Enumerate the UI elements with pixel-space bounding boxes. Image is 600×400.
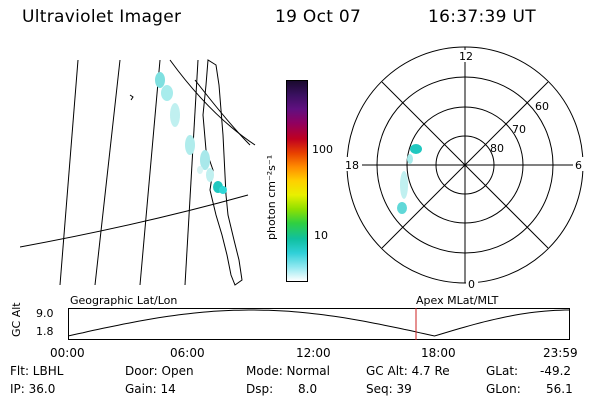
mlt-label-6: 6 (575, 159, 582, 172)
dsp-value: 8.0 (298, 382, 318, 396)
parallel-line (169, 59, 256, 146)
glon-value: 56.1 (546, 382, 573, 396)
xtick-2359: 23:59 (543, 346, 578, 360)
xtick-1200: 12:00 (296, 346, 331, 360)
instrument-title: Ultraviolet Imager (22, 7, 182, 27)
colorbar-tick-10: 10 (314, 229, 328, 242)
timeline-ymax: 9.0 (36, 307, 54, 320)
gc-alt-status: GC Alt: 4.7 Re (366, 364, 450, 378)
seq-status: Seq: 39 (366, 382, 412, 396)
lat-label-80: 80 (490, 142, 504, 155)
glon-label: GLon: (486, 382, 521, 396)
meridian-line (94, 59, 121, 286)
xtick-1800: 18:00 (421, 346, 456, 360)
meridian-line (139, 59, 161, 286)
colorbar (286, 80, 308, 282)
mode-status: Mode: Normal (246, 364, 330, 378)
timeline-left-title: Geographic Lat/Lon (70, 294, 178, 307)
colorbar-tick-100: 100 (312, 143, 333, 156)
lat-label-60: 60 (535, 100, 549, 113)
geographic-map (20, 59, 256, 286)
dsp-label: Dsp: (246, 382, 274, 396)
glat-value: -49.2 (540, 364, 572, 378)
lat-label-70: 70 (512, 123, 526, 136)
timeline-frame (68, 308, 570, 340)
timeline-right-title: Apex MLat/MLT (416, 294, 499, 307)
meridian-line (59, 59, 79, 286)
mlt-label-18: 18 (345, 159, 359, 172)
xtick-0000: 00:00 (50, 346, 85, 360)
date-label: 19 Oct 07 (275, 7, 362, 27)
island-outline (129, 94, 134, 101)
mlt-label-12: 12 (459, 50, 473, 63)
timeline-ymin: 1.8 (36, 325, 54, 338)
timeline-ylabel: GC Alt (10, 302, 23, 337)
altitude-curve (68, 309, 570, 337)
polar-plot: 12 18 6 0 60 70 80 (342, 46, 585, 291)
ip-status: IP: 36.0 (10, 382, 56, 396)
parallel-line (194, 79, 251, 146)
gain-status: Gain: 14 (125, 382, 176, 396)
orbit-altitude-timeline (68, 308, 570, 340)
glat-label: GLat: (486, 364, 519, 378)
colorbar-unit-label: photon cm⁻²s⁻¹ (265, 154, 278, 240)
polar-axis (381, 81, 549, 249)
aurora-emission (155, 72, 227, 194)
polar-aurora-emission (397, 144, 422, 214)
coastline (202, 59, 243, 286)
mlt-label-0: 0 (468, 278, 475, 291)
xtick-0600: 06:00 (170, 346, 205, 360)
parallel-line (20, 194, 249, 248)
door-status: Door: Open (125, 364, 194, 378)
time-label: 16:37:39 UT (428, 7, 536, 27)
meridian-line (184, 59, 199, 286)
filter-status: Flt: LBHL (10, 364, 64, 378)
